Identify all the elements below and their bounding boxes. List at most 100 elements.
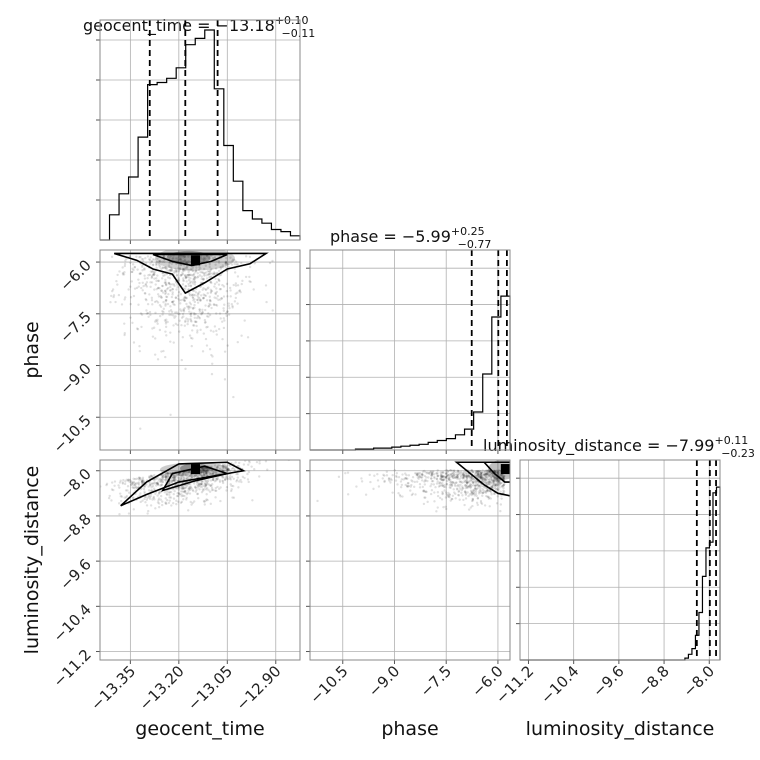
- sample-point: [439, 482, 442, 485]
- sample-point: [470, 476, 473, 479]
- sample-point: [204, 479, 207, 483]
- sample-point: [502, 486, 505, 490]
- sample-point: [215, 271, 219, 275]
- sample-point: [216, 294, 219, 298]
- sample-point: [491, 473, 495, 477]
- sample-point: [155, 481, 159, 485]
- sample-point: [218, 479, 222, 482]
- sample-point: [481, 475, 484, 479]
- sample-point: [131, 482, 134, 485]
- sample-point: [145, 285, 149, 288]
- sample-point: [450, 475, 454, 479]
- sample-point: [485, 470, 489, 473]
- sample-point: [476, 496, 480, 500]
- x-tick-label: −10.5: [306, 662, 351, 707]
- sample-point: [456, 488, 459, 491]
- sample-point: [140, 481, 143, 484]
- sample-point: [206, 487, 209, 490]
- sample-point: [202, 468, 205, 472]
- sample-point: [210, 289, 214, 293]
- sample-point: [479, 471, 483, 475]
- sample-point: [204, 304, 207, 307]
- sample-point: [194, 490, 198, 493]
- sample-point: [180, 309, 183, 313]
- sample-point: [486, 488, 490, 492]
- sample-point: [139, 272, 142, 275]
- sample-point: [193, 280, 196, 283]
- sample-point: [228, 286, 232, 290]
- sample-point: [446, 493, 450, 497]
- sample-point: [192, 324, 196, 327]
- sample-point: [208, 490, 212, 493]
- sample-point: [180, 493, 183, 496]
- sample-point: [199, 483, 202, 486]
- sample-point: [183, 269, 187, 272]
- sample-point: [229, 256, 232, 259]
- sample-point: [209, 484, 212, 487]
- panel-frame: [99, 459, 301, 661]
- sample-point: [157, 286, 160, 290]
- sample-point: [132, 268, 135, 272]
- sample-point: [492, 481, 495, 484]
- sample-point: [110, 488, 114, 491]
- sample-point: [433, 491, 436, 494]
- sample-point: [215, 304, 219, 307]
- sample-point: [127, 479, 130, 483]
- sample-point: [171, 300, 174, 304]
- sample-point: [151, 498, 154, 501]
- sample-point: [136, 268, 139, 271]
- sample-point: [208, 313, 212, 317]
- sample-point: [151, 482, 154, 485]
- sample-point: [139, 476, 142, 480]
- sample-point: [465, 476, 469, 479]
- sample-point: [250, 465, 253, 468]
- sample-point: [498, 483, 502, 486]
- sample-point: [112, 295, 115, 299]
- sample-point: [182, 277, 185, 280]
- sample-point: [411, 480, 414, 483]
- sample-point: [479, 477, 483, 480]
- sample-point: [110, 255, 114, 259]
- panel-frame: [99, 19, 301, 241]
- sample-point: [156, 301, 160, 304]
- sample-point: [407, 474, 411, 477]
- sample-point: [152, 273, 155, 277]
- sample-point: [498, 486, 501, 489]
- sample-point: [486, 473, 489, 477]
- sample-point: [208, 270, 212, 273]
- sample-point: [181, 486, 184, 490]
- sample-point: [203, 488, 206, 491]
- sample-point: [177, 477, 180, 480]
- sample-point: [491, 475, 494, 479]
- sample-point: [216, 464, 220, 467]
- sample-point: [155, 277, 158, 280]
- density-contour: [152, 253, 228, 267]
- sample-point: [202, 278, 205, 282]
- sample-point: [337, 475, 341, 479]
- sample-point: [229, 483, 232, 486]
- sample-point: [193, 303, 196, 307]
- sample-point: [197, 482, 201, 486]
- sample-point: [153, 258, 156, 261]
- sample-point: [202, 473, 206, 476]
- sample-point: [166, 286, 170, 290]
- sample-point: [187, 509, 190, 512]
- sample-point: [479, 476, 483, 479]
- sample-point: [128, 478, 132, 482]
- sample-point: [482, 489, 485, 492]
- sample-point: [146, 311, 150, 315]
- sample-point: [156, 482, 160, 486]
- sample-point: [178, 473, 181, 476]
- sample-point: [494, 482, 498, 486]
- sample-point: [486, 476, 489, 479]
- sample-point: [164, 502, 167, 505]
- sample-point: [191, 274, 194, 277]
- sample-point: [485, 472, 488, 476]
- sample-point: [193, 320, 197, 323]
- sample-point: [181, 271, 184, 274]
- sample-point: [271, 259, 274, 263]
- sample-point: [240, 282, 243, 286]
- sample-point: [150, 260, 153, 264]
- sample-point: [204, 484, 208, 487]
- sample-point: [477, 470, 480, 473]
